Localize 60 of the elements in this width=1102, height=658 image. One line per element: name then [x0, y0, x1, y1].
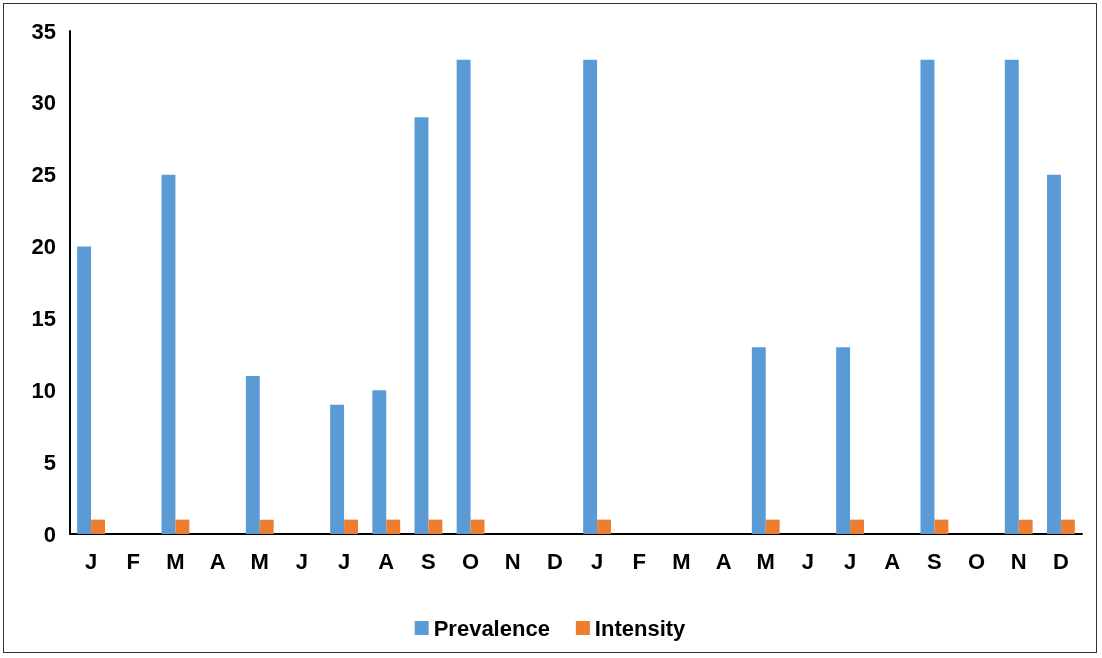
y-tick-label: 35 [31, 18, 56, 44]
x-tick-label: M [166, 548, 185, 574]
bar [765, 519, 780, 534]
x-tick-label: J [84, 548, 98, 574]
bar [920, 59, 935, 534]
bar [597, 519, 611, 534]
x-tick-label: J [295, 548, 309, 574]
bar [1060, 519, 1075, 534]
bar [91, 519, 105, 534]
x-tick-label: A [715, 548, 732, 574]
bar [161, 174, 176, 534]
x-tick-label: M [250, 548, 269, 574]
bar [934, 519, 949, 534]
x-tick-label: D [546, 548, 563, 574]
bar [386, 519, 401, 534]
x-tick-label: A [884, 548, 901, 574]
bar [850, 519, 864, 534]
y-tick-label: 5 [43, 449, 56, 475]
bar [372, 390, 387, 534]
bar [1047, 174, 1061, 534]
x-tick-label: S [927, 548, 942, 574]
bar [245, 375, 260, 534]
bar [428, 519, 443, 534]
y-tick-label: 20 [31, 234, 56, 260]
bar [1004, 59, 1019, 534]
bar [456, 59, 471, 534]
bar [583, 59, 598, 534]
bar [259, 519, 274, 534]
y-tick-label: 15 [31, 305, 56, 331]
bar [470, 519, 485, 534]
x-tick-label: N [1010, 548, 1027, 574]
x-tick-label: J [843, 548, 857, 574]
x-tick-label: F [126, 548, 140, 574]
x-tick-label: S [421, 548, 436, 574]
bar [330, 404, 345, 534]
y-tick-label: 30 [31, 90, 56, 116]
bar [1018, 519, 1033, 534]
x-tick-label: J [337, 548, 351, 574]
x-tick-label: J [801, 548, 815, 574]
bar [414, 117, 429, 534]
x-tick-label: D [1052, 548, 1069, 574]
legend-label: Intensity [594, 615, 687, 641]
x-tick-label: M [756, 548, 775, 574]
x-tick-label: F [632, 548, 646, 574]
bar [344, 519, 358, 534]
x-tick-label: A [209, 548, 226, 574]
bar [77, 246, 92, 534]
x-tick-label: O [462, 548, 480, 574]
x-tick-label: J [590, 548, 604, 574]
bar [836, 347, 851, 534]
x-tick-label: M [672, 548, 691, 574]
x-tick-label: A [378, 548, 395, 574]
y-tick-label: 0 [43, 521, 56, 547]
x-tick-label: N [504, 548, 521, 574]
bar [751, 347, 766, 534]
y-tick-label: 10 [31, 377, 56, 403]
x-tick-label: O [968, 548, 986, 574]
bar [175, 519, 190, 534]
legend-label: Prevalence [433, 615, 550, 641]
y-tick-label: 25 [31, 162, 56, 188]
